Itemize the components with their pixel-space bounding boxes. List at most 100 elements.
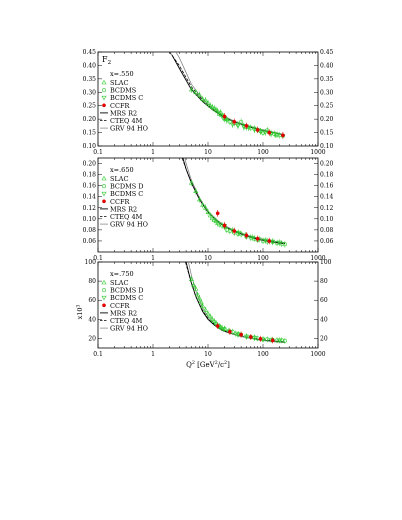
point-ccfr (215, 324, 220, 328)
point-ccfr (228, 329, 232, 334)
y-tick-label-right: 0.08 (320, 227, 334, 234)
point-slac (207, 103, 213, 108)
point-bcdms-c (262, 130, 268, 136)
point-ccfr (239, 332, 243, 337)
x-tick-label: 1 (151, 351, 155, 358)
curve-mrs (171, 54, 286, 136)
point-bcdms-c (235, 332, 241, 338)
point-ccfr (244, 233, 249, 238)
x-tick-label: 1 (151, 255, 155, 262)
legend-label: CTEQ 4M (110, 213, 143, 221)
y-tick-label-right: 40 (320, 316, 328, 323)
point-bcdms-d (239, 232, 244, 237)
point-ccfr (232, 120, 237, 124)
y-tick-label-left: 0.06 (83, 238, 97, 245)
point-bcdms-d (233, 331, 238, 336)
y-tick-label-right: 80 (320, 278, 328, 285)
panel-label: F2 (102, 55, 111, 66)
point-slac (191, 282, 197, 287)
x-tick-label: 1000 (310, 255, 325, 262)
legend-symbol-bcdms (102, 288, 107, 293)
plot-area (185, 262, 287, 344)
y-tick-label-right: 0.10 (320, 143, 334, 150)
point-bcdms-c (262, 238, 268, 243)
point-bcdms (227, 119, 232, 124)
point-ccfr (222, 114, 227, 119)
panel-title: x=.650 (110, 166, 134, 174)
legend-label: BCDMS (110, 87, 136, 95)
point-slac (211, 318, 217, 324)
y-tick-label-right: 100 (320, 259, 332, 266)
point-slac (205, 100, 211, 105)
y-tick-label-left: 0.14 (83, 194, 97, 201)
y-tick-label-left: 0.25 (83, 103, 97, 110)
legend-label: GRV 94 HO (110, 325, 148, 333)
point-slac (209, 316, 215, 322)
y-tick-label-right: 0.45 (320, 49, 334, 56)
point-slac (193, 89, 199, 95)
legend-symbol-bcdms-c (101, 295, 107, 301)
point-bcdms-c (257, 129, 264, 134)
y-tick-label-right: 0.20 (320, 161, 334, 168)
point-bcdms-c (277, 240, 283, 246)
point-bcdms-c (246, 125, 252, 131)
point-bcdms-d (265, 337, 270, 342)
point-bcdms-c (241, 125, 247, 130)
x-tick-label: 100 (257, 149, 269, 156)
legend-label: MRS R2 (110, 205, 137, 213)
legend-label: SLAC (110, 175, 128, 183)
point-slac (205, 310, 211, 316)
point-ccfr (255, 128, 260, 132)
y-tick-label-left: 0.10 (83, 143, 97, 150)
x-tick-label: 100 (257, 255, 269, 262)
legend-label: CTEQ 4M (110, 117, 143, 125)
y-tick-label-right: 20 (320, 335, 328, 342)
legend-symbol-bcdms-c (101, 95, 107, 101)
point-slac (188, 276, 194, 282)
point-slac (202, 97, 209, 103)
y-tick-label-left: 0.12 (83, 205, 97, 212)
point-slac (207, 212, 213, 218)
point-slac (195, 291, 201, 297)
y-tick-label-left: 0.20 (83, 161, 97, 168)
y-tick-label-left: 0.35 (83, 76, 97, 83)
point-bcdms-c (270, 239, 276, 245)
legend-label: SLAC (110, 279, 128, 287)
y-tick-label-right: 60 (320, 297, 328, 304)
y-tick-label-right: 0.20 (320, 116, 334, 123)
legend-label: BCDMS C (110, 190, 143, 198)
point-bcdms-c (236, 230, 242, 236)
legend-symbol-bcdms (102, 88, 107, 93)
y-tick-label-right: 0.15 (320, 130, 334, 137)
y-tick-label-left: 0.16 (83, 183, 97, 190)
y-tick-label-right: 0.25 (320, 103, 334, 110)
point-ccfr (270, 338, 275, 343)
legend-symbol-bcdms-c (101, 191, 107, 197)
legend-symbol-slac (101, 79, 107, 85)
point-bcdms-c (230, 122, 236, 128)
point-slac (202, 307, 209, 312)
point-slac (196, 92, 202, 97)
point-ccfr (215, 211, 220, 216)
point-bcdms-c (251, 336, 257, 341)
legend-symbol-slac (101, 279, 107, 285)
y-tick-label-left: 80 (88, 278, 96, 285)
point-slac (205, 209, 211, 214)
point-bcdms (272, 131, 277, 136)
point-slac (200, 202, 206, 207)
point-ccfr (244, 124, 249, 128)
y-tick-label-left: 60 (88, 297, 96, 304)
point-slac (211, 105, 217, 111)
plot-area (181, 158, 287, 248)
curve-grv (188, 262, 285, 344)
point-slac (196, 196, 202, 202)
x-tick-label: 0.1 (93, 351, 103, 358)
point-slac (216, 111, 222, 116)
y-tick-label-left: 100 (85, 259, 97, 266)
legend-label: BCDMS C (110, 294, 143, 302)
x-tick-label: 100 (257, 351, 269, 358)
legend-label: GRV 94 HO (110, 125, 148, 133)
x-tick-label: 10 (204, 255, 212, 262)
point-slac (200, 303, 206, 308)
